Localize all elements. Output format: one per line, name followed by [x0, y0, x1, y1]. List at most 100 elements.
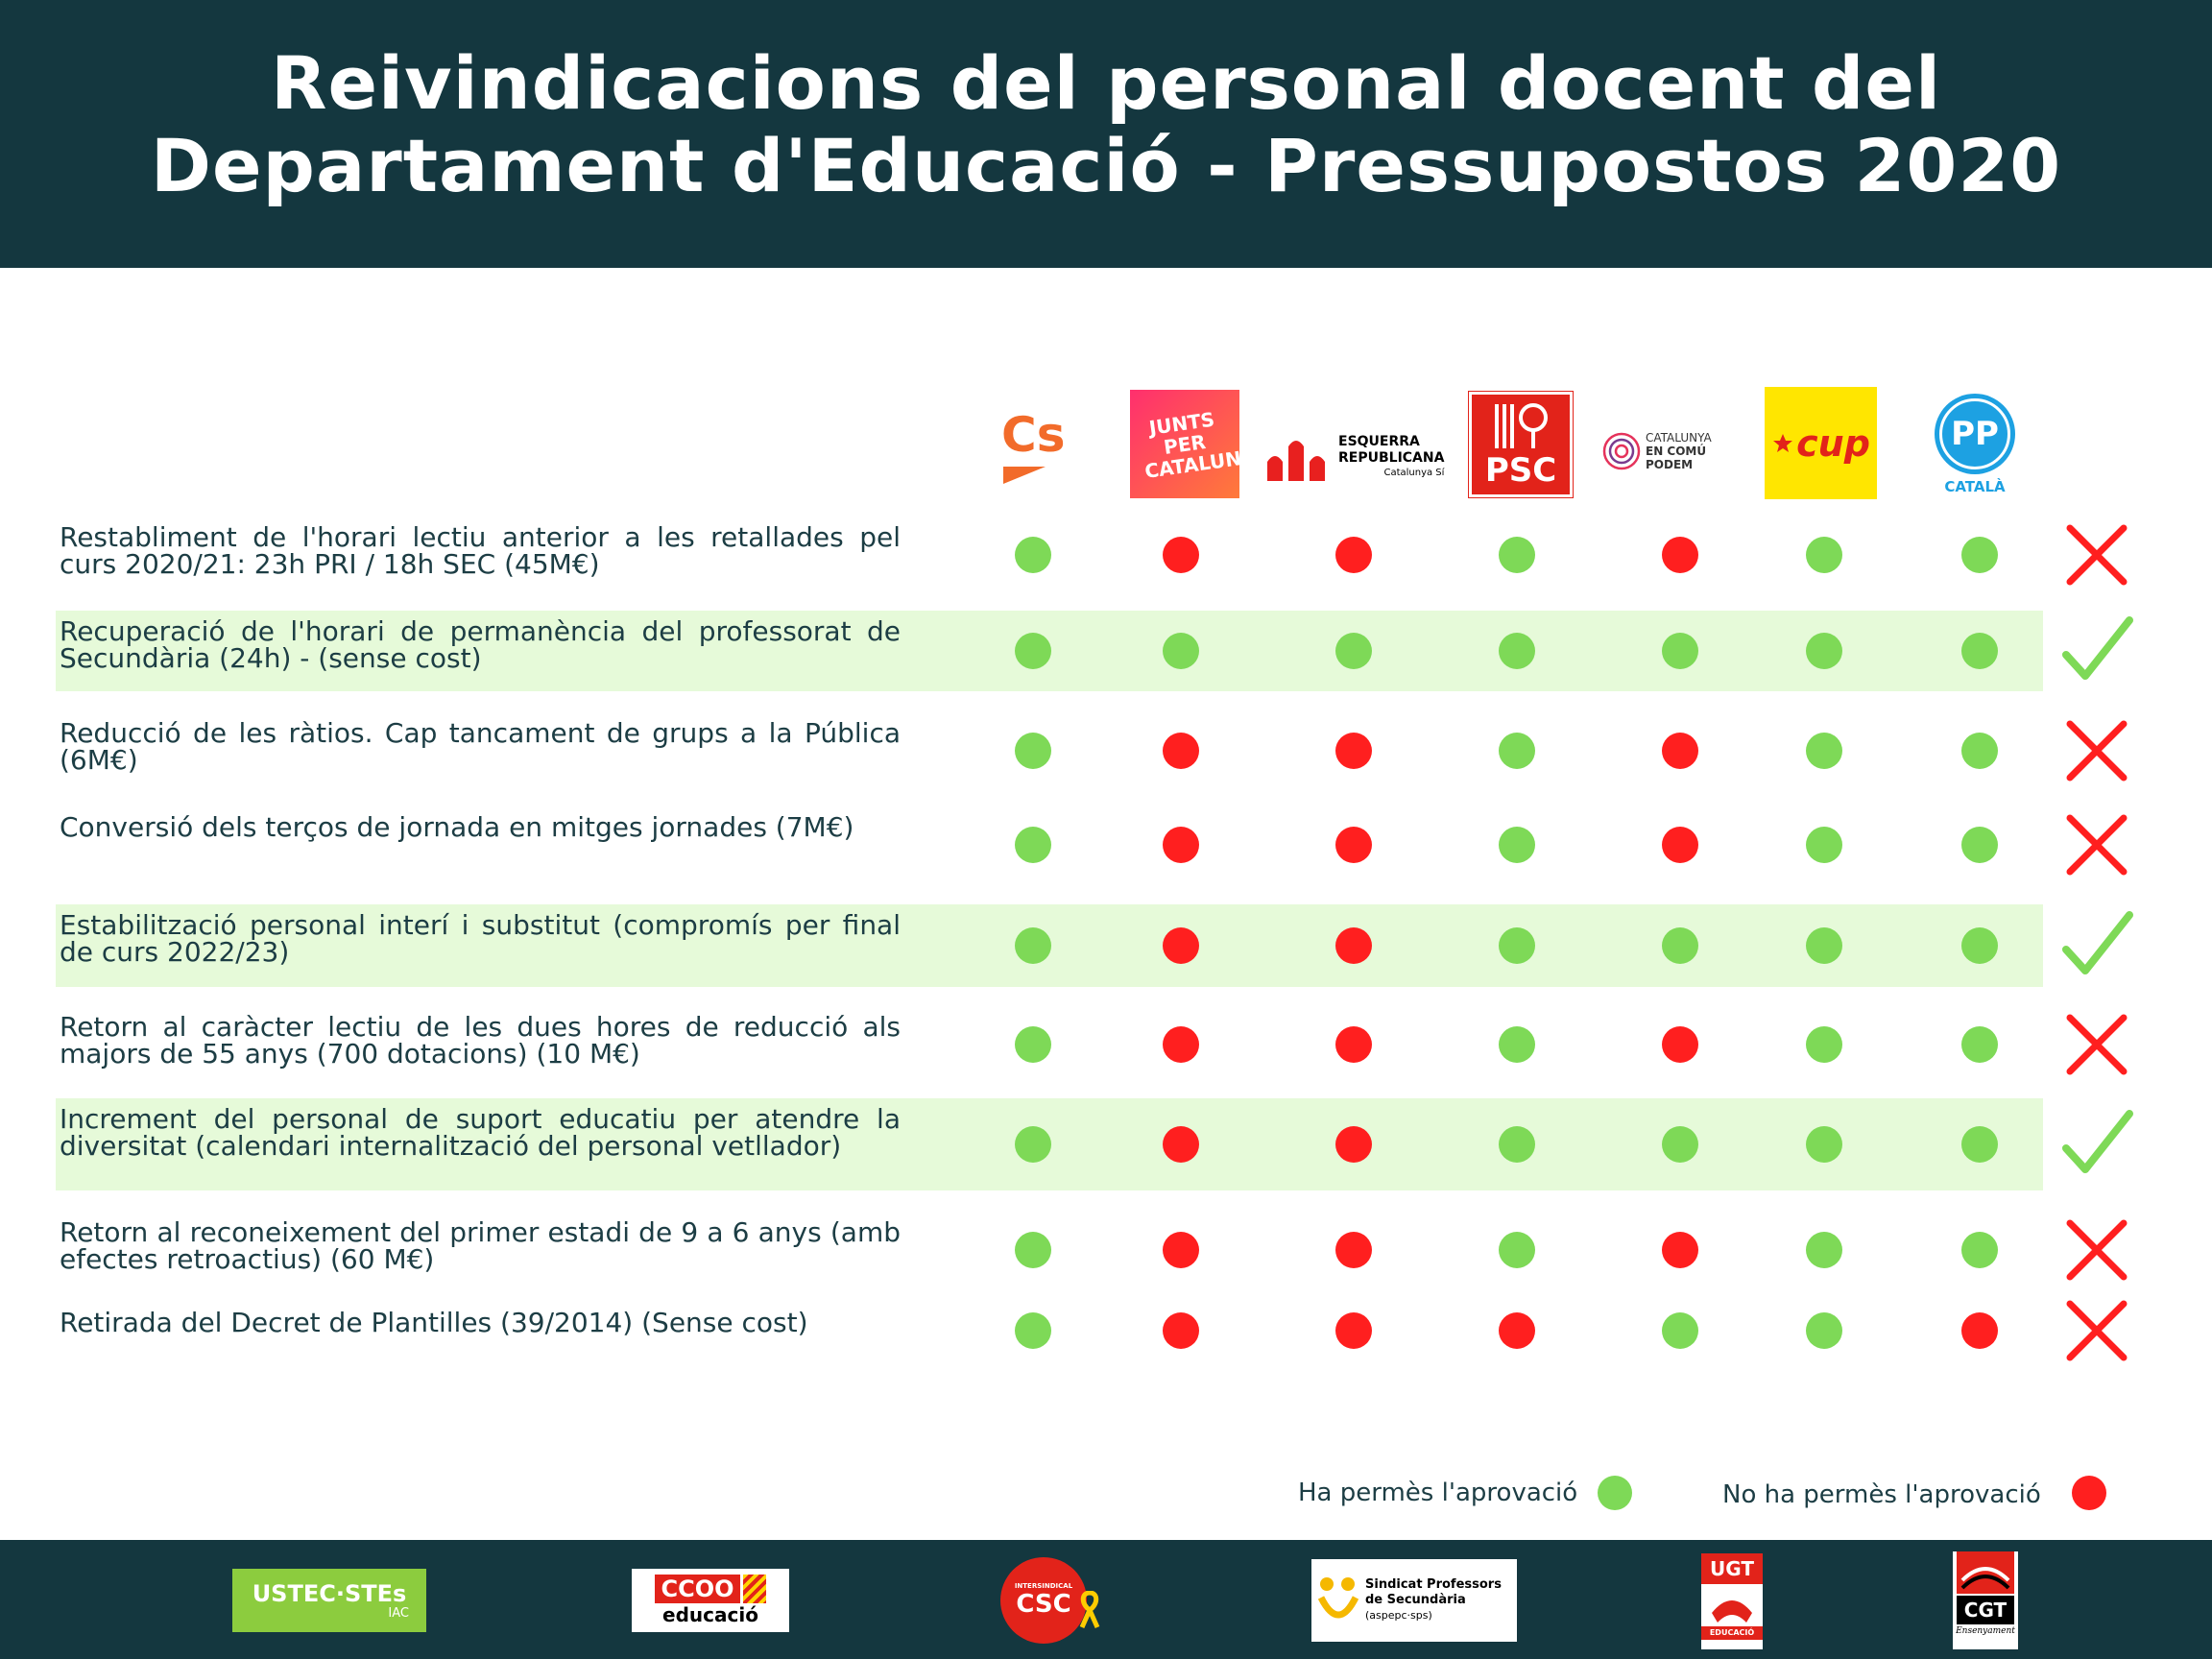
vote-dot-cs: [1015, 1126, 1051, 1163]
vote-dot-psc: [1499, 1126, 1535, 1163]
row-label: Estabilització personal interí i substit…: [60, 909, 901, 968]
csc-logo-top: INTERSINDICAL: [1014, 1582, 1073, 1590]
check-icon: [2062, 911, 2133, 974]
vote-dot-cs: [1015, 1026, 1051, 1063]
comu-label-3: PODEM: [1646, 458, 1694, 471]
header-banner: Reivindicacions del personal docent del …: [0, 0, 2212, 268]
party-logo-cup: cup: [1765, 387, 1877, 499]
vote-dot-comu: [1662, 537, 1698, 573]
footer-logo-ugt: UGT EDUCACIÓ: [1701, 1553, 1763, 1649]
row-label: Retorn al reconeixement del primer estad…: [60, 1216, 901, 1275]
row-label: Increment del personal de suport educati…: [60, 1103, 901, 1162]
vote-dot-pp: [1961, 1126, 1998, 1163]
ugt-logo-sub: EDUCACIÓ: [1701, 1626, 1763, 1640]
ccoo-logo-sub: educació: [662, 1603, 758, 1626]
vote-dot-erc: [1335, 827, 1372, 863]
vote-dot-cup: [1806, 1232, 1842, 1268]
vote-dot-cup: [1806, 1312, 1842, 1349]
ustec-logo-sub: IAC: [388, 1606, 409, 1621]
vote-dot-erc: [1335, 1026, 1372, 1063]
vote-dot-pp: [1961, 1312, 1998, 1349]
check-icon: [2062, 616, 2133, 680]
vote-dot-cup: [1806, 1126, 1842, 1163]
vote-dot-junts: [1163, 1312, 1199, 1349]
aspepc-label-1: Sindicat Professors: [1365, 1577, 1502, 1592]
vote-dot-pp: [1961, 633, 1998, 669]
cup-star-icon: [1773, 433, 1793, 452]
party-logo-psc: PSC: [1468, 391, 1574, 498]
vote-dot-cs: [1015, 1312, 1051, 1349]
vote-dot-junts: [1163, 927, 1199, 964]
vote-dot-junts: [1163, 1126, 1199, 1163]
vote-dot-comu: [1662, 1026, 1698, 1063]
vote-dot-erc: [1335, 1312, 1372, 1349]
vote-dot-pp: [1961, 733, 1998, 769]
csc-circle: INTERSINDICAL CSC: [1000, 1557, 1087, 1644]
comu-label-1: CATALUNYA: [1646, 431, 1712, 445]
vote-dot-cs: [1015, 1232, 1051, 1268]
footer-logo-cgt: CGT Ensenyament: [1953, 1551, 2018, 1649]
vote-dot-junts: [1163, 733, 1199, 769]
vote-dot-comu: [1662, 927, 1698, 964]
page-title-line-2: Departament d'Educació - Pressupostos 20…: [150, 123, 2062, 208]
erc-label-2: REPUBLICANA: [1338, 450, 1445, 466]
page-title-line-1: Reivindicacions del personal docent del: [270, 40, 1942, 126]
ccoo-flag-icon: [742, 1575, 766, 1603]
vote-dot-pp: [1961, 927, 1998, 964]
vote-dot-junts: [1163, 633, 1199, 669]
vote-dot-cup: [1806, 633, 1842, 669]
vote-dot-junts: [1163, 827, 1199, 863]
cross-icon: [2066, 814, 2128, 876]
ugt-logo-text: UGT: [1701, 1553, 1763, 1584]
comu-circles-icon: [1602, 432, 1641, 470]
footer-logo-csc: INTERSINDICAL CSC: [993, 1553, 1108, 1647]
comu-label-2: EN COMÚ: [1646, 445, 1707, 458]
pp-sublabel: CATALÀ: [1944, 478, 2006, 495]
legend-yes-dot: [1598, 1476, 1632, 1510]
vote-dot-erc: [1335, 733, 1372, 769]
row-label: Recuperació de l'horari de permanència d…: [60, 615, 901, 674]
vote-dot-pp: [1961, 827, 1998, 863]
footer-logo-ustec: USTEC·STEs IAC: [232, 1569, 426, 1632]
ccoo-logo-text: CCOO: [655, 1575, 740, 1603]
vote-dot-cup: [1806, 537, 1842, 573]
vote-dot-erc: [1335, 927, 1372, 964]
yellow-ribbon-icon: [1079, 1591, 1100, 1629]
party-logo-cs: Cs: [989, 398, 1104, 494]
vote-dot-pp: [1961, 1026, 1998, 1063]
cross-icon: [2066, 524, 2128, 586]
vote-dot-comu: [1662, 827, 1698, 863]
psc-rose-icon: [1495, 403, 1548, 448]
cs-logo-swoosh: [1003, 467, 1046, 484]
vote-dot-comu: [1662, 1312, 1698, 1349]
row-label: Retirada del Decret de Plantilles (39/20…: [60, 1307, 808, 1338]
ustec-logo-text: USTEC·STEs: [252, 1580, 407, 1607]
vote-dot-psc: [1499, 633, 1535, 669]
legend-yes-label: Ha permès l'aprovació: [1298, 1479, 1578, 1507]
vote-dot-junts: [1163, 1026, 1199, 1063]
erc-label-1: ESQUERRA: [1338, 434, 1420, 449]
vote-dot-psc: [1499, 1232, 1535, 1268]
erc-stripes-icon: [1267, 441, 1325, 481]
cross-icon: [2066, 1300, 2128, 1361]
vote-dot-psc: [1499, 537, 1535, 573]
cross-icon: [2066, 1219, 2128, 1281]
csc-logo-text: CSC: [1016, 1590, 1071, 1619]
footer-banner: USTEC·STEs IAC CCOO educació INTERSINDIC…: [0, 1540, 2212, 1659]
vote-dot-cup: [1806, 733, 1842, 769]
cup-logo-text: cup: [1796, 421, 1870, 465]
vote-dot-cup: [1806, 1026, 1842, 1063]
vote-dot-cs: [1015, 733, 1051, 769]
vote-dot-cs: [1015, 927, 1051, 964]
row-label: Retorn al caràcter lectiu de les dues ho…: [60, 1011, 901, 1070]
row-label: Reducció de les ràtios. Cap tancament de…: [60, 717, 901, 776]
party-logo-pp: PP CATALÀ: [1925, 390, 2025, 499]
vote-dot-comu: [1662, 633, 1698, 669]
cgt-flag-icon: [1957, 1551, 2014, 1594]
vote-dot-cs: [1015, 827, 1051, 863]
legend-no: No ha permès l'aprovació: [1722, 1476, 2106, 1510]
cross-icon: [2066, 720, 2128, 781]
vote-dot-pp: [1961, 537, 1998, 573]
cs-logo-text: Cs: [1001, 407, 1066, 463]
vote-dot-junts: [1163, 1232, 1199, 1268]
